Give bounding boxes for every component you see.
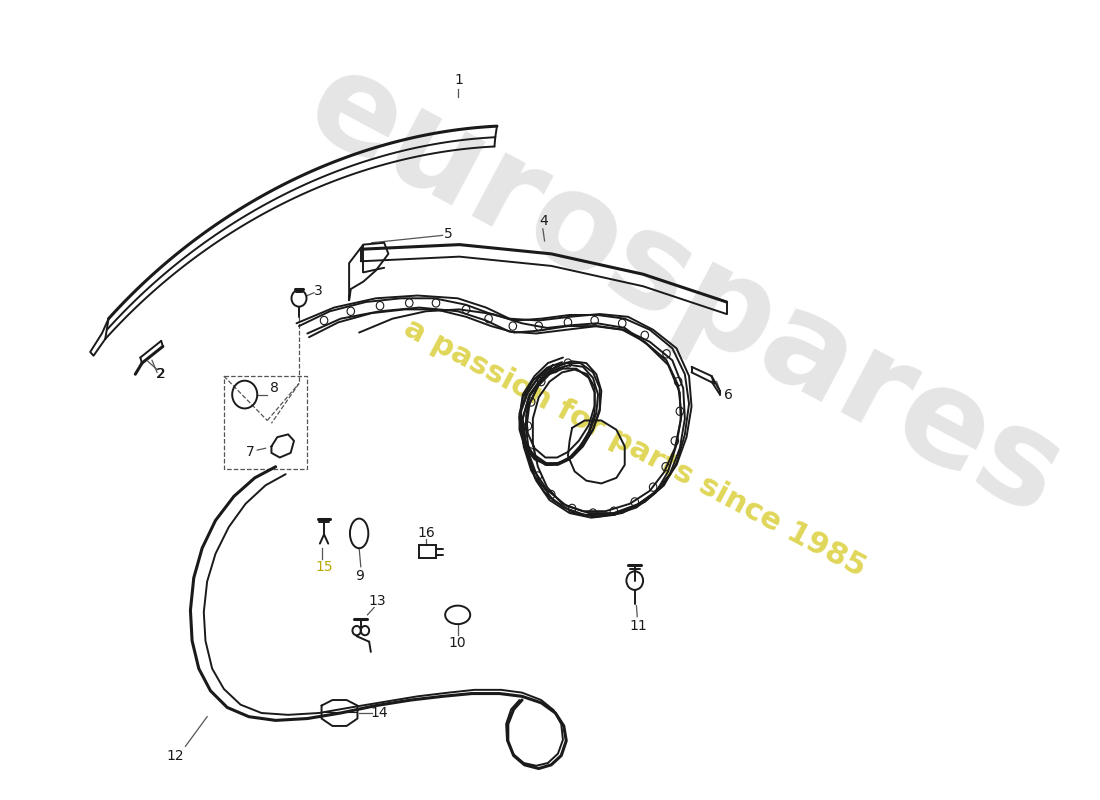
Text: eurospares: eurospares [287, 39, 1084, 543]
Text: 7: 7 [246, 445, 255, 459]
Text: 9: 9 [354, 569, 364, 583]
Text: 13: 13 [368, 594, 386, 608]
Text: 6: 6 [724, 387, 733, 402]
Text: a passion for parts since 1985: a passion for parts since 1985 [399, 314, 870, 583]
Text: 1: 1 [454, 73, 463, 87]
Text: 15: 15 [316, 560, 333, 574]
Text: 3: 3 [314, 284, 322, 298]
Text: 14: 14 [371, 706, 388, 720]
Text: 16: 16 [417, 526, 434, 541]
Text: 5: 5 [444, 226, 453, 241]
Text: 2: 2 [156, 367, 165, 382]
Bar [419, 546, 436, 558]
Text: 8: 8 [270, 381, 278, 395]
Text: 4: 4 [539, 214, 548, 227]
Text: 10: 10 [449, 636, 466, 650]
Text: 2: 2 [157, 367, 166, 382]
Text: 12: 12 [166, 749, 184, 762]
Text: 11: 11 [629, 619, 647, 633]
